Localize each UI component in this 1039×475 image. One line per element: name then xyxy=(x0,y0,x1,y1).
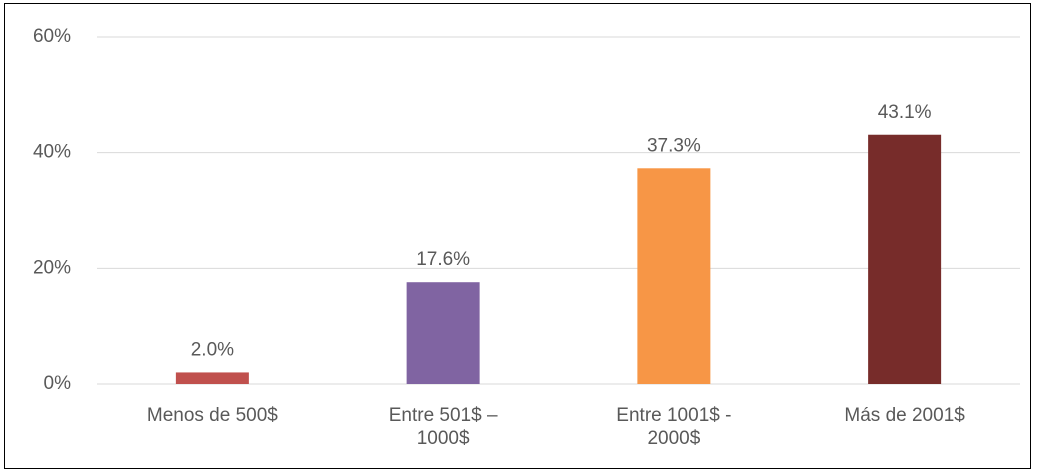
x-tick-label: Menos de 500$ xyxy=(146,405,278,426)
chart-frame xyxy=(4,3,1031,469)
data-label: 43.1% xyxy=(878,102,932,123)
bar xyxy=(637,168,711,384)
bar xyxy=(175,372,249,384)
data-label: 2.0% xyxy=(191,339,234,360)
x-tick-label: Más de 2001$ xyxy=(844,405,965,426)
x-tick-label: Entre 1001$ - 2000$ xyxy=(616,405,732,449)
y-tick-label: 40% xyxy=(33,142,71,163)
y-tick-label: 20% xyxy=(33,257,71,278)
data-label: 17.6% xyxy=(416,249,470,270)
x-tick-label: Entre 501$ – 1000$ xyxy=(388,405,498,449)
bar xyxy=(406,282,480,384)
y-tick-label: 0% xyxy=(44,373,72,394)
y-tick-label: 60% xyxy=(33,26,71,47)
bar xyxy=(868,134,942,384)
data-label: 37.3% xyxy=(647,135,701,156)
